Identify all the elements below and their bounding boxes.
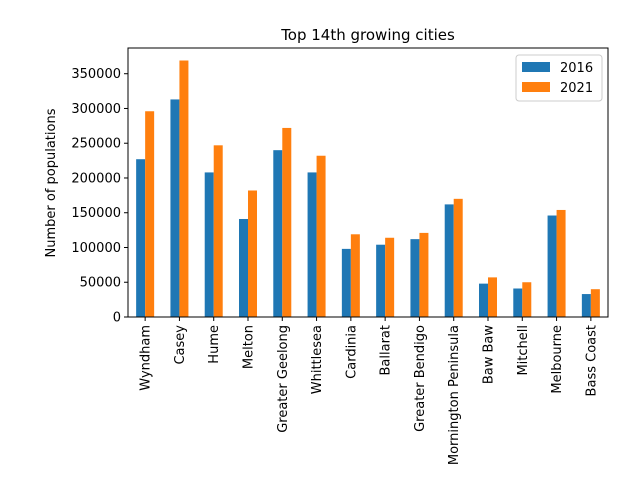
bar-2016-baw-baw [479, 283, 488, 317]
bar-2016-melbourne [547, 215, 557, 317]
y-tick-label: 250000 [71, 137, 121, 152]
bar-2016-wyndham [136, 159, 146, 317]
y-tick-label: 0 [113, 311, 121, 326]
bar-2016-melton [239, 218, 248, 317]
x-tick-label: Hume [207, 325, 222, 364]
y-tick-label: 350000 [71, 67, 121, 82]
x-tick-label: Greater Geelong [276, 325, 291, 433]
bar-2021-hume [213, 145, 223, 317]
bar-2016-cardinia [341, 248, 351, 317]
bar-2016-greater-bendigo [410, 239, 420, 317]
bar-2016-casey [170, 99, 180, 317]
y-tick-label: 50000 [80, 276, 121, 291]
bars-group [136, 60, 600, 318]
x-tick-label: Casey [173, 325, 188, 365]
legend-label-2021: 2021 [560, 81, 593, 96]
y-axis-label: Number of populations [44, 108, 59, 257]
bar-2016-hume [204, 172, 214, 317]
x-tick-label: Melbourne [550, 325, 565, 394]
bar-2016-whittlesea [307, 172, 317, 317]
bar-2021-mornington-peninsula [453, 198, 463, 317]
x-tick-label: Greater Bendigo [413, 325, 428, 432]
bar-2016-bass-coast [581, 294, 591, 317]
x-tick-label: Mornington Peninsula [447, 325, 462, 465]
x-tick-label: Mitchell [516, 325, 531, 376]
y-tick-label: 200000 [71, 171, 121, 186]
bar-2021-bass-coast [590, 289, 600, 317]
legend-swatch-2016 [522, 62, 550, 72]
bar-2021-melton [248, 190, 257, 317]
bar-2021-whittlesea [316, 155, 326, 317]
bar-2016-mornington-peninsula [444, 204, 454, 317]
y-tick-label: 300000 [71, 102, 121, 117]
y-axis: 0 50000 100000 150000 200000 250000 300000 3500… [71, 67, 128, 326]
legend: 2016 2021 [515, 54, 603, 102]
bar-2021-wyndham [145, 111, 155, 317]
bar-2021-casey [179, 60, 189, 317]
bar-2016-greater-geelong [273, 150, 283, 317]
x-tick-label: Baw Baw [482, 325, 497, 385]
chart-title: Top 14th growing cities [280, 26, 455, 44]
legend-label-2016: 2016 [560, 61, 593, 76]
y-tick-label: 150000 [71, 206, 121, 221]
x-tick-label: Whittlesea [310, 325, 325, 394]
x-axis: Wyndham Casey Hume Melton Greater Geelong Whi… [139, 317, 599, 465]
x-tick-label: Melton [242, 325, 257, 369]
x-tick-label: Bass Coast [584, 325, 599, 396]
bar-2021-cardinia [350, 234, 360, 317]
y-tick-label: 100000 [71, 241, 121, 256]
x-tick-label: Cardinia [344, 325, 359, 379]
legend-swatch-2021 [522, 82, 550, 92]
x-tick-label: Ballarat [379, 325, 394, 375]
bar-2016-mitchell [513, 288, 523, 317]
plot-frame [127, 47, 609, 318]
bar-2016-ballarat [376, 244, 386, 317]
bar-2021-mitchell [522, 282, 532, 317]
bar-2021-greater-bendigo [419, 232, 429, 317]
bar-2021-melbourne [556, 209, 566, 317]
bar-2021-baw-baw [488, 277, 497, 317]
bar-2021-ballarat [385, 237, 395, 317]
bar-2021-greater-geelong [282, 127, 292, 318]
x-tick-label: Wyndham [139, 325, 154, 391]
